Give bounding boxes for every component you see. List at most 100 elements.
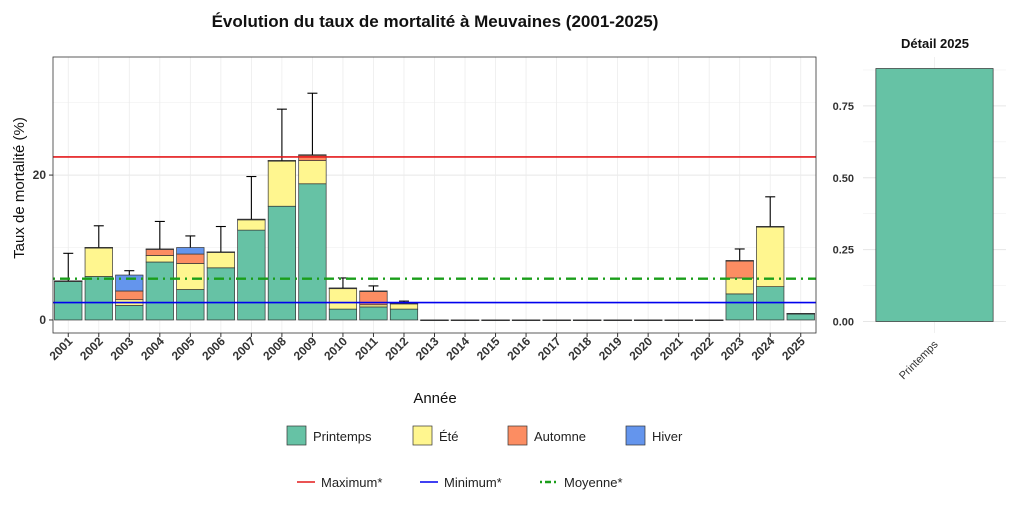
main-x-tick-label: 2012	[382, 334, 411, 363]
bar-segment-hiver-2009	[298, 154, 327, 156]
bar-segment-t-2024	[756, 226, 785, 287]
main-chart-title: Évolution du taux de mortalité à Meuvain…	[212, 12, 659, 31]
main-x-tick-label: 2004	[138, 334, 167, 363]
legend-label: Hiver	[652, 429, 683, 444]
main-x-tick-label: 2008	[260, 334, 289, 363]
bar-segment-hiver-2002	[84, 247, 113, 249]
legend-label: Minimum*	[444, 475, 502, 490]
main-x-tick-label: 2017	[535, 334, 564, 363]
bar-segment-printemps-2012	[389, 308, 419, 321]
bar-segment-hiver-2010	[328, 287, 358, 290]
main-x-tick-label: 2020	[626, 334, 655, 363]
bar-segment-t-2006	[206, 251, 235, 269]
bar-segment-automne-2003	[115, 290, 144, 301]
detail-2025-bar-chart: 0.00 0.25 0.50 0.75 Printemps	[833, 57, 1006, 382]
bar-segment-printemps-2001	[54, 280, 83, 321]
bar-segment-hiver-2006	[206, 251, 235, 253]
bar-segment-hiver-2013	[420, 319, 449, 321]
bar-segment-printemps-2004	[145, 261, 174, 321]
bar-segment-hiver-2023	[725, 260, 754, 262]
bar-segment-hiver-2024	[756, 226, 785, 228]
main-x-tick-label: 2014	[443, 334, 472, 363]
bar-segment-printemps-2011	[359, 306, 388, 321]
bar-segment-printemps-2005	[176, 289, 205, 321]
main-x-tick-label: 2010	[321, 334, 350, 363]
bar-segment-hiver-2012	[389, 302, 419, 305]
bar-segment-t-2005	[176, 263, 205, 290]
detail-y-tick-label: 0.50	[833, 173, 854, 185]
bar-segment-hiver-2020	[634, 319, 663, 321]
bar-segment-hiver-2017	[542, 319, 571, 321]
bar-segment-hiver-2007	[237, 218, 266, 221]
bar-segment-hiver-2022	[695, 319, 724, 321]
bar-segment-printemps-2002	[84, 276, 113, 321]
legend-label: Moyenne*	[564, 475, 623, 490]
bar-segment-printemps-2023	[725, 293, 754, 321]
bar-segment-hiver-2008	[267, 160, 296, 162]
main-x-tick-label: 2007	[230, 334, 259, 363]
bar-segment-t-2002	[84, 247, 113, 277]
main-y-tick-label: 0	[39, 313, 46, 327]
main-x-axis-label: Année	[413, 390, 456, 407]
legend-swatch-automne	[507, 425, 528, 446]
main-x-tick-label: 2024	[749, 334, 778, 363]
main-x-tick-label: 2003	[108, 334, 137, 363]
bar-segment-printemps-2006	[206, 267, 235, 321]
bar-segment-hiver-2015	[481, 319, 510, 321]
main-x-tick-label: 2015	[474, 334, 503, 363]
bar-segment-printemps-2025	[786, 313, 815, 321]
detail-y-tick-label: 0.25	[833, 245, 854, 257]
bar-segment-hiver-2004	[145, 248, 174, 250]
main-x-tick-label: 2016	[504, 334, 533, 363]
bar-segment-hiver-2001	[54, 280, 83, 282]
bar-segment-t-2023	[725, 277, 754, 295]
main-x-tick-label: 2022	[688, 334, 717, 363]
legend-label: Été	[439, 429, 459, 444]
main-x-tick-label: 2018	[565, 334, 594, 363]
main-x-tick-label: 2025	[779, 334, 808, 363]
bar-segment-hiver-2011	[359, 290, 388, 292]
bar-segment-t-2009	[298, 160, 327, 185]
main-x-tick-label: 2023	[718, 334, 747, 363]
detail-bar-printemps	[875, 68, 994, 322]
bar-segment-hiver-2014	[450, 319, 480, 321]
legend-label: Maximum*	[321, 475, 382, 490]
bar-segment-hiver-2016	[511, 319, 541, 321]
bar-segment-automne-2004	[145, 248, 174, 256]
legend-label: Printemps	[313, 429, 372, 444]
bar-segment-hiver-2018	[573, 319, 602, 321]
main-y-axis-label: Taux de mortalité (%)	[11, 117, 28, 259]
main-x-tick-label: 2002	[77, 334, 106, 363]
bar-segment-t-2007	[237, 218, 266, 231]
legend-swatch-t	[412, 425, 433, 446]
bar-segment-hiver-2025	[786, 313, 815, 315]
bar-segment-t-2008	[267, 160, 296, 207]
detail-y-tick-label: 0.00	[833, 317, 854, 329]
bar-segment-automne-2023	[725, 260, 754, 279]
detail-y-tick-label: 0.75	[833, 101, 854, 113]
bar-segment-hiver-2021	[664, 319, 693, 321]
legend-swatch-printemps	[286, 425, 307, 446]
main-x-tick-label: 2001	[47, 334, 76, 363]
main-x-tick-label: 2005	[169, 334, 198, 363]
legend-swatch-hiver	[625, 425, 646, 446]
main-x-tick-label: 2006	[199, 334, 228, 363]
legend: Printemps Été Automne Hiver Maximum* Minimum*…	[286, 425, 683, 490]
main-x-tick-label: 2011	[352, 334, 381, 363]
bar-segment-printemps-2009	[298, 183, 327, 321]
detail-x-tick-label: Printemps	[897, 338, 941, 382]
main-x-tick-label: 2021	[657, 334, 686, 363]
bar-segment-printemps-2007	[237, 229, 266, 321]
bar-segment-printemps-2010	[328, 308, 358, 321]
main-x-tick-label: 2013	[413, 334, 442, 363]
bar-segment-hiver-2019	[603, 319, 632, 321]
bar-segment-automne-2005	[176, 253, 205, 264]
bar-segment-hiver-2003	[115, 274, 144, 292]
main-y-tick-label: 20	[33, 168, 47, 182]
main-x-tick-label: 2019	[596, 334, 625, 363]
bar-segment-hiver-2005	[176, 247, 205, 255]
bar-segment-t-2010	[328, 287, 358, 310]
bar-segment-t-2004	[145, 255, 174, 263]
